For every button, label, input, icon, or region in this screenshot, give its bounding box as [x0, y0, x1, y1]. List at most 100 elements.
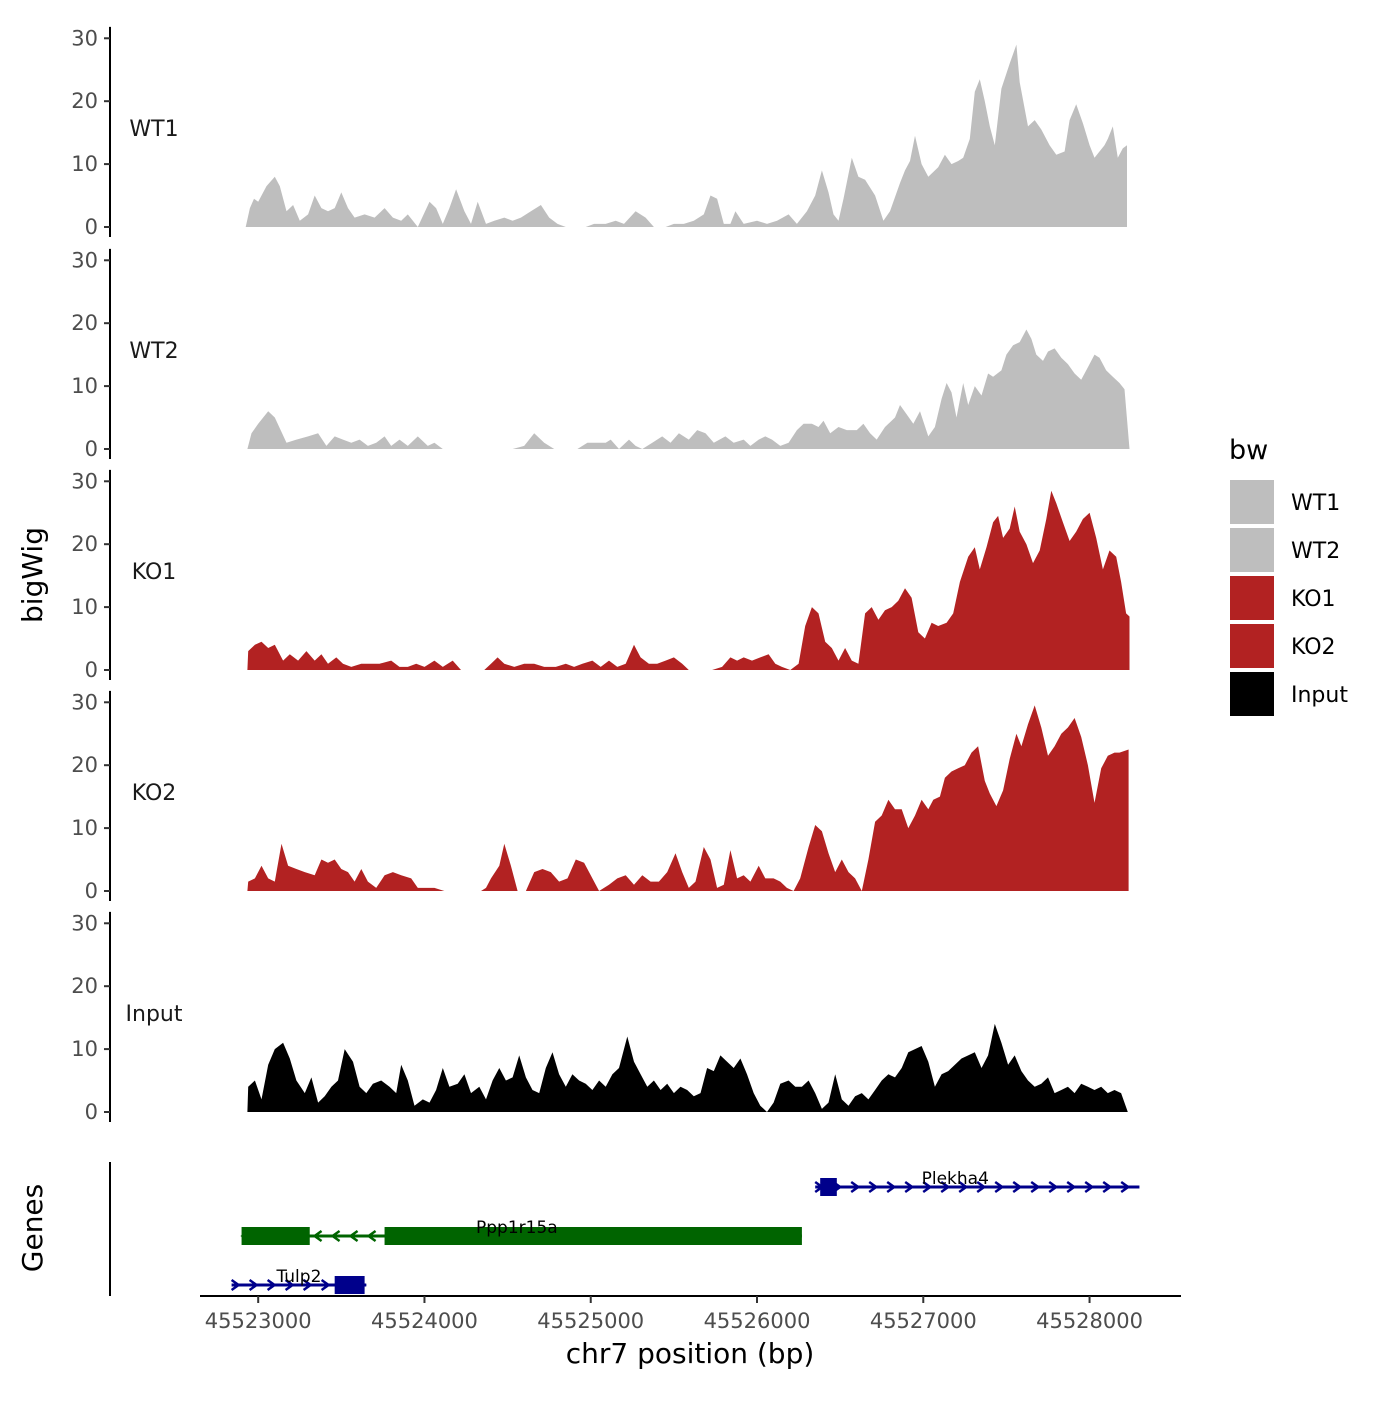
coverage-area	[712, 490, 1130, 670]
strand-arrow	[348, 1229, 359, 1243]
track-wt2: 0 10 20 30 WT2	[71, 248, 1130, 461]
coverage-area	[665, 44, 1127, 227]
strand-arrow	[1048, 1180, 1059, 1194]
x-tick-label: 45523000	[205, 1309, 312, 1333]
legend: bw WT1 WT2 KO1 KO2 Input	[1229, 435, 1348, 716]
y-axis-title: bigWig	[16, 527, 49, 623]
gene-exon	[334, 1276, 365, 1294]
y-tick-label: 30	[71, 26, 98, 50]
gene-exon	[820, 1178, 837, 1196]
strand-arrow	[1120, 1180, 1131, 1194]
coverage-area	[525, 705, 1129, 891]
track-ko2: 0 10 20 30 KO2	[71, 690, 1129, 903]
coverage-area	[247, 1023, 1128, 1112]
track-label: KO1	[132, 560, 177, 585]
strand-arrow	[994, 1180, 1005, 1194]
legend-item-wt1: WT1	[1230, 480, 1340, 524]
legend-item-ko2: KO2	[1230, 624, 1336, 668]
y-tick-label: 10	[71, 152, 98, 176]
gene-label: Ppp1r15a	[476, 1218, 558, 1238]
x-tick-label: 45524000	[371, 1309, 478, 1333]
legend-label: KO2	[1291, 635, 1336, 660]
coverage-area	[481, 843, 518, 891]
track-input: 0 10 20 30 Input	[71, 911, 1128, 1124]
strand-arrow	[1030, 1180, 1041, 1194]
legend-swatch	[1230, 672, 1274, 716]
gene-label: Plekha4	[922, 1169, 989, 1189]
strand-arrow	[868, 1180, 879, 1194]
y-tick-label: 20	[71, 89, 98, 113]
strand-arrow	[976, 1180, 987, 1194]
strand-arrow	[366, 1229, 377, 1243]
strand-arrow	[302, 1278, 313, 1292]
gene-exon	[384, 1227, 802, 1245]
coverage-area	[247, 641, 461, 670]
y-tick-label: 30	[71, 690, 98, 714]
gene-label: Tulp2	[275, 1267, 321, 1287]
y-tick-label: 20	[71, 311, 98, 335]
legend-item-wt2: WT2	[1230, 528, 1340, 572]
coverage-area	[585, 211, 654, 227]
legend-item-ko1: KO1	[1230, 576, 1336, 620]
strand-arrow	[312, 1229, 323, 1243]
strand-arrow	[1066, 1180, 1077, 1194]
coverage-area	[512, 433, 555, 449]
strand-arrow	[850, 1180, 861, 1194]
y-tick-label: 30	[71, 248, 98, 272]
legend-label: Input	[1291, 683, 1348, 708]
coverage-area	[245, 176, 566, 227]
legend-swatch	[1230, 480, 1274, 524]
y-tick-label: 20	[71, 974, 98, 998]
y-tick-label: 10	[71, 595, 98, 619]
y-tick-label: 20	[71, 532, 98, 556]
legend-swatch	[1230, 624, 1274, 668]
track-label: WT1	[129, 117, 178, 142]
y-tick-label: 0	[85, 1100, 98, 1124]
track-label: KO2	[132, 781, 177, 806]
strand-arrow	[320, 1278, 331, 1292]
strand-arrow	[330, 1229, 341, 1243]
strand-arrow	[940, 1180, 951, 1194]
strand-arrow	[266, 1278, 277, 1292]
coverage-tracks: 0 10 20 30 WT1 0 10 20 30 WT2 0 10 20 30 KO1 0 10 20 30 KO2…	[71, 26, 1130, 1124]
y-tick-label: 0	[85, 215, 98, 239]
gene-plekha4: Plekha4	[814, 1169, 1140, 1196]
y-tick-label: 30	[71, 911, 98, 935]
x-tick-label: 45525000	[537, 1309, 644, 1333]
legend-title: bw	[1229, 435, 1268, 466]
coverage-area	[247, 843, 445, 891]
x-axis: 45523000 45524000 45525000 45526000 45527000…	[200, 1295, 1181, 1333]
x-axis-title: chr7 position (bp)	[566, 1337, 815, 1370]
track-label: Input	[126, 1002, 183, 1027]
x-tick-label: 45527000	[870, 1309, 977, 1333]
coverage-area	[484, 644, 689, 670]
coverage-area	[247, 411, 443, 449]
y-tick-label: 10	[71, 374, 98, 398]
y-tick-label: 10	[71, 816, 98, 840]
track-ko1: 0 10 20 30 KO1	[71, 469, 1130, 682]
gene-exon	[241, 1227, 310, 1245]
strand-arrow	[1084, 1180, 1095, 1194]
strand-arrow	[886, 1180, 897, 1194]
gene-tulp2: Tulp2	[230, 1267, 367, 1294]
strand-arrow	[230, 1278, 241, 1292]
strand-arrow	[958, 1180, 969, 1194]
y-tick-label: 0	[85, 879, 98, 903]
strand-arrow	[1012, 1180, 1023, 1194]
legend-item-input: Input	[1230, 672, 1348, 716]
y-tick-label: 0	[85, 437, 98, 461]
gene-ppp1r15a: Ppp1r15a	[240, 1218, 802, 1245]
legend-swatch	[1230, 576, 1274, 620]
track-label: WT2	[129, 339, 178, 364]
x-tick-label: 45528000	[1036, 1309, 1143, 1333]
strand-arrow	[922, 1180, 933, 1194]
y-tick-label: 20	[71, 753, 98, 777]
track-wt1: 0 10 20 30 WT1	[71, 26, 1127, 239]
legend-swatch	[1230, 528, 1274, 572]
y-tick-label: 30	[71, 469, 98, 493]
genes-axis-title: Genes	[16, 1184, 49, 1272]
legend-label: KO1	[1291, 587, 1336, 612]
y-tick-label: 10	[71, 1037, 98, 1061]
